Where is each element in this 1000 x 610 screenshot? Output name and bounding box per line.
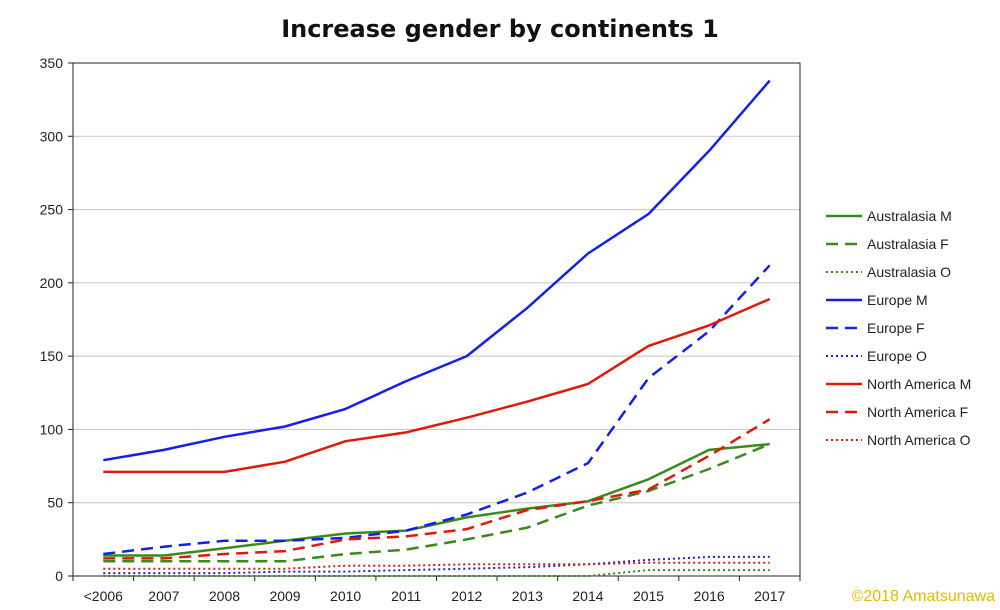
- legend-label: North America O: [867, 432, 971, 448]
- series-line-5: [103, 555, 770, 575]
- y-tick-label: 250: [40, 202, 64, 218]
- x-tick-label: 2007: [148, 588, 179, 604]
- copyright-text: ©2018 Amatsunawa: [852, 588, 996, 605]
- x-tick-label: 2012: [451, 588, 482, 604]
- legend-label: North America M: [867, 376, 971, 392]
- y-tick-label: 100: [40, 421, 64, 437]
- y-tick-label: 50: [47, 495, 63, 511]
- series-line-0: [103, 442, 770, 557]
- x-tick-label: 2014: [572, 588, 603, 604]
- series-line-1: [103, 442, 771, 563]
- chart-title: Increase gender by continents 1: [281, 15, 719, 43]
- x-tick-label: 2017: [754, 588, 785, 604]
- y-tick-label: 350: [40, 55, 64, 71]
- series-line-4: [103, 264, 771, 556]
- series-line-8: [103, 561, 770, 570]
- legend-label: Australasia M: [867, 208, 952, 224]
- legend-label: Europe O: [867, 348, 927, 364]
- gridlines: [73, 62, 800, 577]
- legend-label: North America F: [867, 404, 968, 420]
- y-tick-label: 200: [40, 275, 64, 291]
- x-axis-ticks: <2006 2007 2008 2009 2010 2011 2012 2013 2014 201…: [72, 576, 801, 604]
- legend: Australasia M Australasia F Australasia O E…: [826, 208, 971, 448]
- y-tick-label: 150: [40, 348, 64, 364]
- x-tick-label: 2013: [512, 588, 543, 604]
- x-tick-label: 2010: [330, 588, 361, 604]
- series-line-2: [103, 569, 770, 577]
- series-line-6: [103, 297, 771, 474]
- legend-label: Australasia O: [867, 264, 951, 280]
- x-tick-label: <2006: [84, 588, 124, 604]
- series-line-7: [103, 418, 771, 560]
- legend-label: Europe F: [867, 320, 925, 336]
- legend-label: Europe M: [867, 292, 928, 308]
- x-tick-label: 2016: [694, 588, 725, 604]
- x-tick-label: 2008: [209, 588, 240, 604]
- x-tick-label: 2011: [391, 588, 421, 604]
- x-tick-label: 2009: [269, 588, 300, 604]
- series-line-3: [103, 79, 771, 462]
- y-tick-label: 0: [55, 568, 63, 584]
- series-lines: [103, 79, 771, 577]
- x-tick-label: 2015: [633, 588, 664, 604]
- plot-area: [72, 62, 801, 577]
- y-axis-ticks: 0 50 100 150 200 250 300 350: [40, 55, 73, 584]
- legend-label: Australasia F: [867, 236, 949, 252]
- y-tick-label: 300: [40, 128, 64, 144]
